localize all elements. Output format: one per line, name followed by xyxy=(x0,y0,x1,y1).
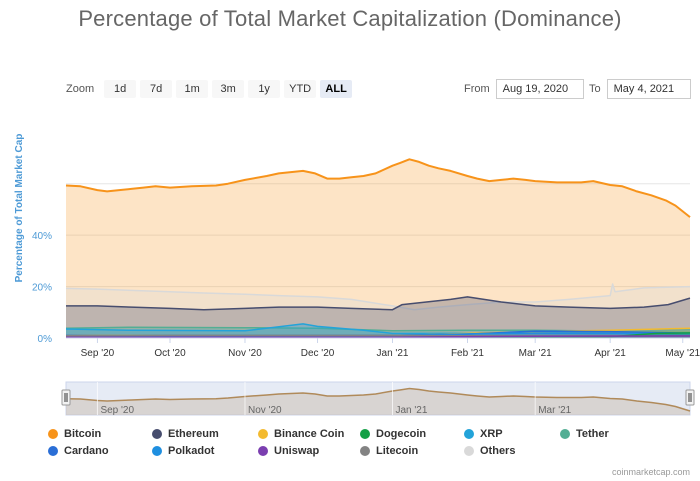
axis-layer: 0% 20% 40% Sep '20 Oct '20 Nov '20 Dec '20 Jan … xyxy=(32,231,700,359)
navigator-right-handle[interactable] xyxy=(685,389,695,406)
legend-item-cardano[interactable]: Cardano xyxy=(48,445,109,457)
legend-dot-icon xyxy=(152,429,162,439)
series-area-dogecoin xyxy=(66,332,690,338)
legend-item-tether[interactable]: Tether xyxy=(560,428,609,440)
legend-item-ethereum[interactable]: Ethereum xyxy=(152,428,219,440)
legend-label: XRP xyxy=(480,428,503,440)
y-tick-label: 40% xyxy=(32,231,52,242)
zoom-1y-button[interactable]: 1y xyxy=(248,80,281,98)
range-to-input[interactable]: May 4, 2021 xyxy=(606,79,691,99)
legend-dot-icon xyxy=(48,446,58,456)
chart-title: Percentage of Total Market Capitalizatio… xyxy=(78,6,622,31)
zoom-1d-button[interactable]: 1d xyxy=(104,80,137,98)
x-tick-label: May '21 xyxy=(665,348,700,359)
legend-dot-icon xyxy=(258,446,268,456)
navigator-tick-label: Nov '20 xyxy=(248,405,282,416)
legend-label: Binance Coin xyxy=(274,428,345,440)
y-tick-label: 20% xyxy=(32,283,52,294)
navigator-tick-label: Sep '20 xyxy=(100,405,134,416)
series-line-others xyxy=(65,283,691,311)
range-to-label: To xyxy=(589,83,601,95)
legend-dot-icon xyxy=(464,446,474,456)
series-area-others xyxy=(66,284,690,338)
legend-dot-icon xyxy=(560,429,570,439)
zoom-1m-button[interactable]: 1m xyxy=(176,80,209,98)
legend-item-dogecoin[interactable]: Dogecoin xyxy=(360,428,426,440)
legend-item-bitcoin[interactable]: Bitcoin xyxy=(48,428,101,440)
navigator[interactable]: Sep '20 Nov '20 Jan '21 Mar '21 xyxy=(61,381,695,416)
legend-item-binance[interactable]: Binance Coin xyxy=(258,428,344,440)
x-tick-label: Sep '20 xyxy=(81,348,115,359)
legend-item-polkadot[interactable]: Polkadot xyxy=(152,445,214,457)
legend-dot-icon xyxy=(360,446,370,456)
navigator-left-handle[interactable] xyxy=(61,389,71,406)
legend-dot-icon xyxy=(48,429,58,439)
x-tick-label: Dec '20 xyxy=(301,348,335,359)
zoom-all-button[interactable]: ALL xyxy=(320,80,353,98)
legend-item-uniswap[interactable]: Uniswap xyxy=(258,445,319,457)
area-layer xyxy=(65,158,691,339)
legend-label: Cardano xyxy=(64,445,109,457)
zoom-ytd-button[interactable]: YTD xyxy=(284,80,317,98)
range-from: From Aug 19, 2020 xyxy=(464,79,584,99)
legend-label: Others xyxy=(480,445,516,457)
range-from-label: From xyxy=(464,83,490,95)
range-from-input[interactable]: Aug 19, 2020 xyxy=(495,79,584,99)
legend-label: Uniswap xyxy=(274,445,320,457)
legend-dot-icon xyxy=(464,429,474,439)
x-tick-label: Jan '21 xyxy=(377,348,409,359)
navigator-background xyxy=(65,381,691,416)
dominance-chart: 0% 20% 40% Sep '20 Oct '20 Nov '20 Dec '20 Jan … xyxy=(32,158,700,416)
range-to: To May 4, 2021 xyxy=(589,79,691,99)
legend-label: Ethereum xyxy=(168,428,219,440)
series-line-bitcoin xyxy=(65,158,691,218)
navigator-tick-label: Mar '21 xyxy=(538,405,571,416)
legend-item-xrp[interactable]: XRP xyxy=(464,428,503,440)
x-tick-label: Mar '21 xyxy=(519,348,552,359)
zoom-bar: Zoom 1d 7d 1m 3m 1y YTD ALL xyxy=(66,80,353,98)
legend-dot-icon xyxy=(360,429,370,439)
legend-label: Tether xyxy=(576,428,609,440)
legend-dot-icon xyxy=(152,446,162,456)
y-tick-label: 0% xyxy=(38,334,53,345)
navigator-tick-label: Jan '21 xyxy=(396,405,428,416)
series-area-xrp xyxy=(66,323,690,338)
legend-item-others[interactable]: Others xyxy=(464,445,515,457)
legend-label: Dogecoin xyxy=(376,428,427,440)
x-tick-label: Apr '21 xyxy=(594,348,626,359)
zoom-label: Zoom xyxy=(66,83,95,95)
legend-label: Bitcoin xyxy=(64,428,102,440)
legend-label: Polkadot xyxy=(168,445,215,457)
legend-item-litecoin[interactable]: Litecoin xyxy=(360,445,418,457)
x-tick-label: Nov '20 xyxy=(228,348,262,359)
x-tick-label: Oct '20 xyxy=(154,348,186,359)
zoom-7d-button[interactable]: 7d xyxy=(140,80,173,98)
series-line-uniswap xyxy=(66,335,691,338)
navigator-area xyxy=(66,388,690,415)
credit: coinmarketcap.com xyxy=(611,467,690,477)
legend-dot-icon xyxy=(258,429,268,439)
legend-label: Litecoin xyxy=(376,445,419,457)
series-line-ethereum xyxy=(66,296,691,311)
x-tick-label: Feb '21 xyxy=(451,348,484,359)
zoom-3m-button[interactable]: 3m xyxy=(212,80,245,98)
